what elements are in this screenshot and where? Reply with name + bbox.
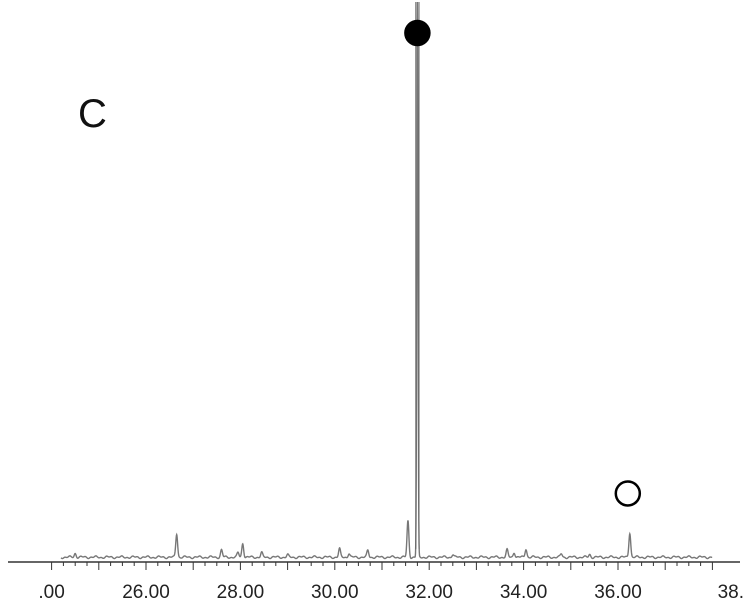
signal-trace <box>60 1 713 560</box>
plot-area <box>60 1 713 560</box>
x-axis: .00 26.00 28.00 30.00 32.00 34.00 36.00 38. <box>8 561 744 603</box>
x-tick-label: 38. <box>718 582 744 603</box>
peak-markers <box>404 19 642 507</box>
x-tick-label: 34.00 <box>500 582 548 603</box>
x-tick-label: 28.00 <box>217 582 265 603</box>
x-tick-label: 36.00 <box>594 582 642 603</box>
panel-label: C <box>78 92 107 136</box>
x-tick-label: 26.00 <box>122 582 170 603</box>
x-tick-label: .00 <box>38 582 64 603</box>
x-tick-label: 30.00 <box>311 582 359 603</box>
x-tick-label: 32.00 <box>405 582 453 603</box>
filled-circle-marker <box>404 19 431 47</box>
open-circle-marker <box>614 480 642 507</box>
